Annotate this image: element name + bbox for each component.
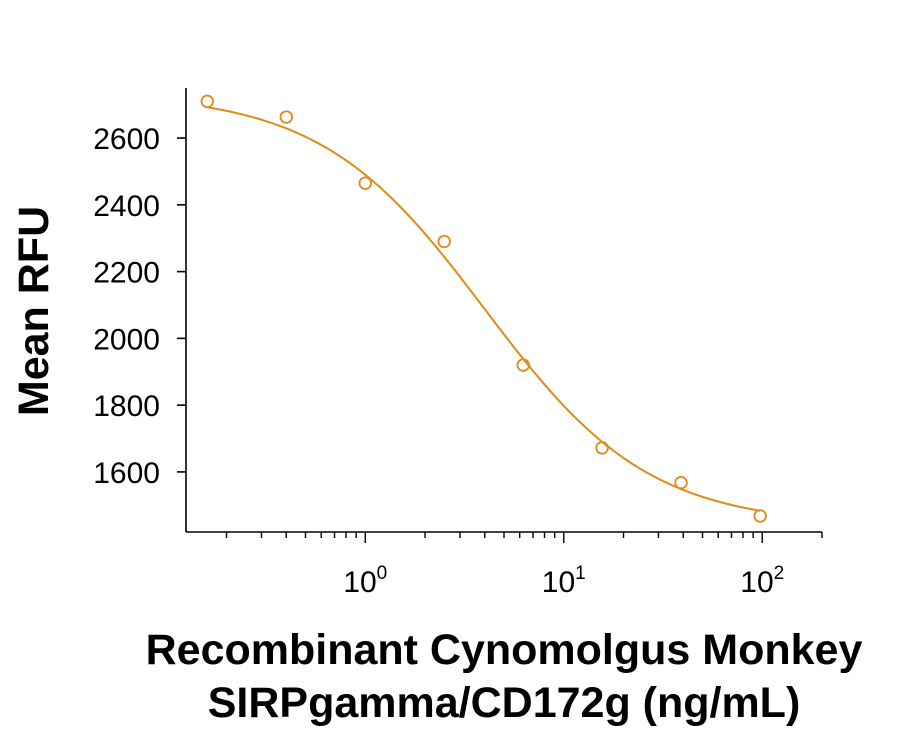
x-axis-title-line2: SIRPgamma/CD172g (ng/mL) <box>208 679 801 727</box>
x-axis-title-line1: Recombinant Cynomolgus Monkey <box>146 626 863 674</box>
axes <box>185 88 822 533</box>
data-point <box>674 475 688 490</box>
x-ticks: 100 101 102 <box>225 532 823 599</box>
x-tick-base: 10 <box>542 566 575 599</box>
x-tick-base: 10 <box>740 566 773 599</box>
data-point <box>358 176 372 190</box>
y-tick-label: 1800 <box>93 390 160 423</box>
y-tick-label: 2400 <box>93 190 160 223</box>
data-point <box>595 441 609 455</box>
x-tick-label: 102 <box>740 563 784 599</box>
y-axis-title: Mean RFU <box>10 206 58 416</box>
x-tick-base: 10 <box>343 566 376 599</box>
x-tick-label: 101 <box>542 563 586 599</box>
x-tick-exponent: 0 <box>377 563 388 584</box>
data-point <box>437 234 451 249</box>
y-tick-label: 1600 <box>93 457 160 490</box>
x-tick-exponent: 1 <box>575 563 586 584</box>
y-tick-label: 2600 <box>93 123 160 156</box>
y-tick-label: 2000 <box>93 323 160 356</box>
fit-curve <box>207 106 761 512</box>
plot-content <box>200 94 767 523</box>
data-points <box>200 94 767 523</box>
data-point <box>279 110 293 124</box>
x-tick-exponent: 2 <box>774 563 785 584</box>
y-ticks: 1600 1800 2000 2200 2400 2600 <box>93 123 186 490</box>
data-point <box>200 94 214 109</box>
y-tick-label: 2200 <box>93 257 160 290</box>
data-point <box>516 358 530 372</box>
x-tick-label: 100 <box>343 563 387 599</box>
data-point <box>753 509 767 523</box>
